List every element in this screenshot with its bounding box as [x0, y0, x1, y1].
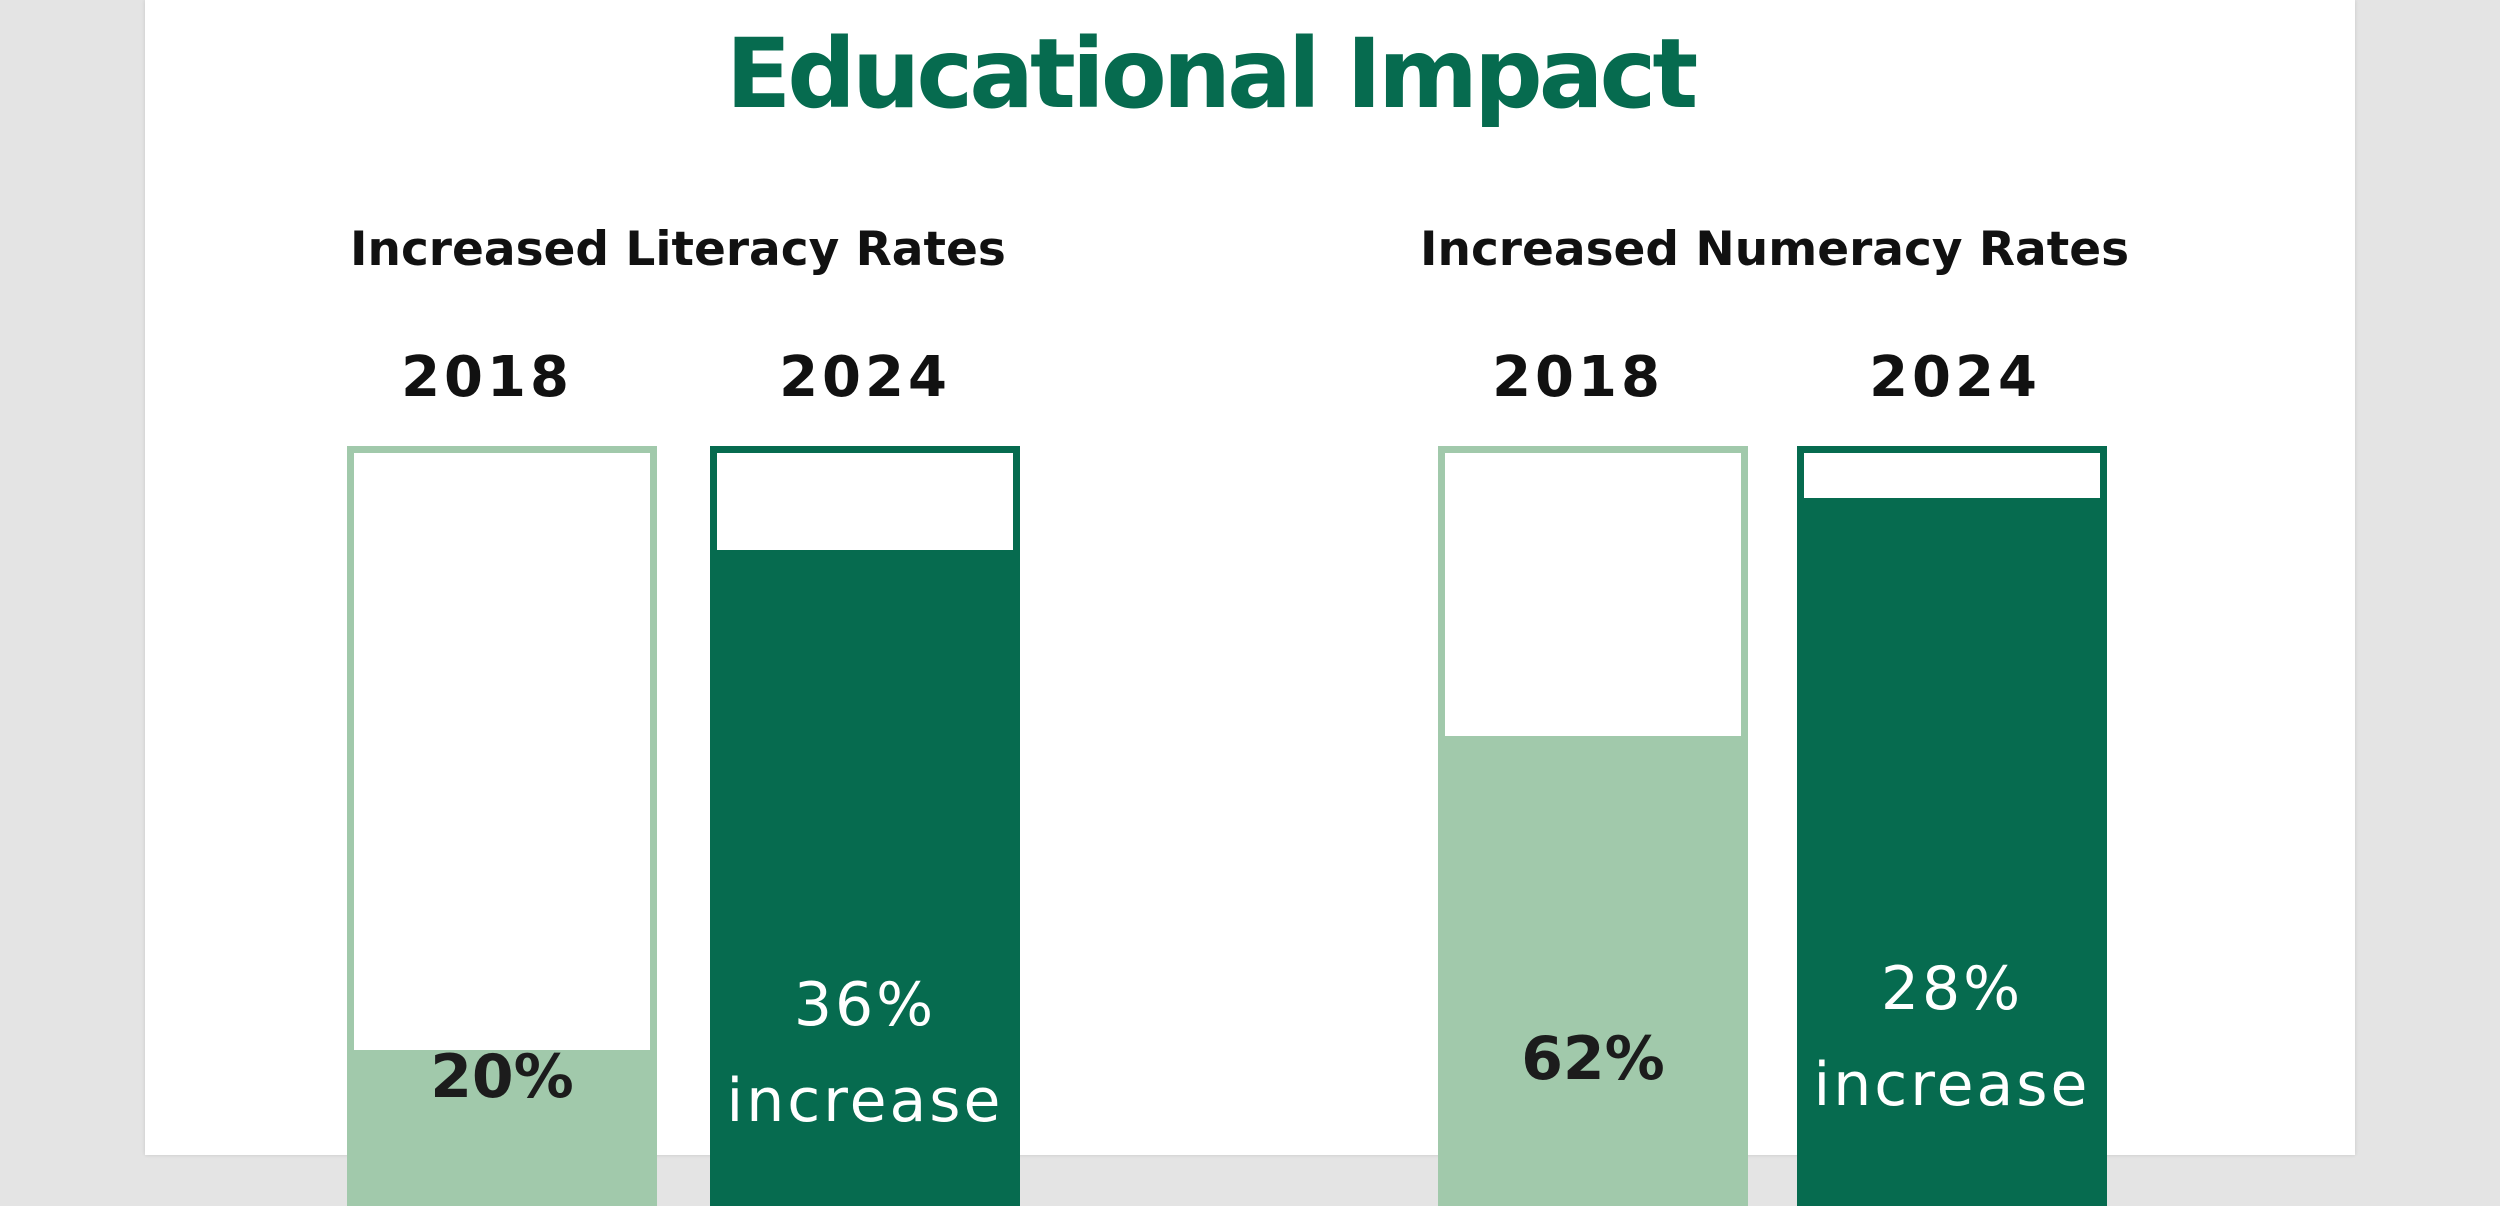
literacy-year-2024: 2024 [779, 345, 951, 410]
numeracy-bar-2024-fill [1804, 497, 2100, 1199]
numeracy-bar-2024-caption: increase [1813, 1050, 2091, 1120]
numeracy-year-2018: 2018 [1492, 345, 1664, 410]
page-title: Educational Impact [725, 18, 1699, 130]
literacy-bar-2018: 20% [347, 446, 657, 1206]
numeracy-year-2024: 2024 [1869, 345, 2041, 410]
numeracy-chart-title: Increased Numeracy Rates [1420, 222, 2130, 277]
literacy-bar-2024: 36% increase [710, 446, 1020, 1206]
literacy-bar-2024-fill [717, 549, 1013, 1199]
numeracy-bar-2024-value: 28% [1880, 954, 2024, 1024]
infographic-page: Educational Impact Increased Literacy Ra… [145, 0, 2355, 1206]
numeracy-bar-2018-fill [1445, 736, 1741, 1199]
literacy-bar-2018-value: 20% [430, 1042, 574, 1112]
numeracy-bar-2024: 28% increase [1797, 446, 2107, 1206]
literacy-chart-title: Increased Literacy Rates [350, 222, 1006, 277]
literacy-year-2018: 2018 [401, 345, 573, 410]
numeracy-bar-2018: 62% [1438, 446, 1748, 1206]
literacy-bar-2024-value: 36% [793, 970, 937, 1040]
literacy-bar-2024-caption: increase [726, 1066, 1004, 1136]
numeracy-bar-2018-value: 62% [1521, 1024, 1665, 1094]
